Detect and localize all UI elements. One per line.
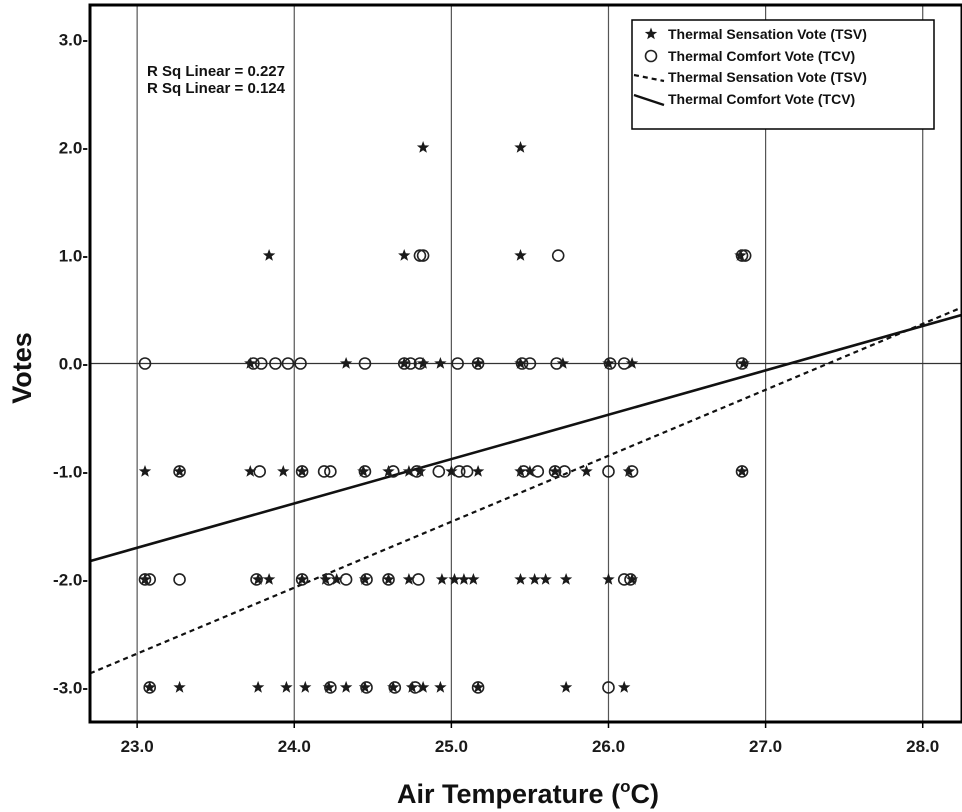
y-tick-label: 2.0- — [59, 139, 88, 158]
x-axis-title: Air Temperature (oC) — [397, 777, 659, 809]
legend: Thermal Sensation Vote (TSV) Thermal Com… — [632, 20, 934, 129]
legend-label-tsv-fit: Thermal Sensation Vote (TSV) — [668, 69, 867, 85]
rsq-annotation-tsv: R Sq Linear = 0.227 — [147, 63, 285, 80]
x-tick-label: 26.0 — [592, 737, 625, 756]
legend-label-tcv-fit: Thermal Comfort Vote (TCV) — [668, 91, 855, 107]
y-tick-label: -3.0- — [53, 678, 88, 697]
y-axis-title: Votes — [7, 332, 37, 404]
x-tick-label: 24.0 — [278, 737, 311, 756]
legend-label-tcv-points: Thermal Comfort Vote (TCV) — [668, 48, 855, 64]
x-tick-label: 28.0 — [906, 737, 939, 756]
y-tick-label: -2.0- — [53, 570, 88, 589]
y-tick-label: 3.0- — [59, 31, 88, 50]
x-tick-label: 27.0 — [749, 737, 782, 756]
y-tick-label: 1.0- — [59, 247, 88, 266]
x-tick-label: 23.0 — [121, 737, 154, 756]
x-tick-label: 25.0 — [435, 737, 468, 756]
rsq-annotation-tcv: R Sq Linear = 0.124 — [147, 80, 286, 97]
legend-label-tsv-points: Thermal Sensation Vote (TSV) — [668, 26, 867, 42]
y-tick-label: -1.0- — [53, 462, 88, 481]
y-tick-label: 0.0- — [59, 355, 88, 374]
